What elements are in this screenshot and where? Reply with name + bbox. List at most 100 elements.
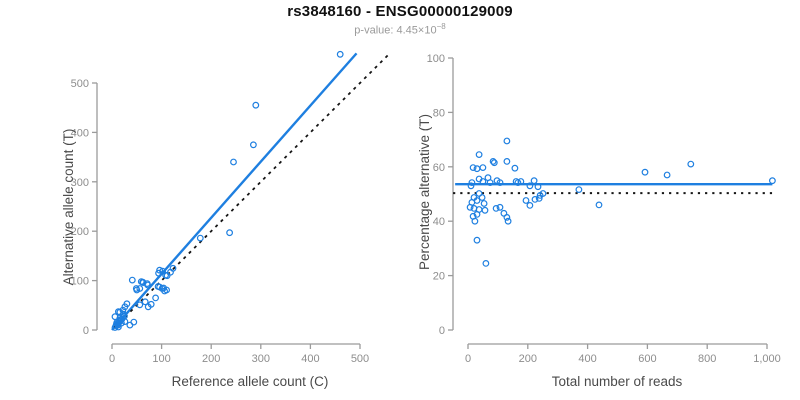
- data-point: [534, 183, 542, 191]
- data-point: [496, 203, 504, 211]
- data-point: [249, 141, 257, 149]
- x-axis-title: Total number of reads: [552, 374, 683, 389]
- data-point: [503, 213, 511, 221]
- x-tick-label: 0: [465, 353, 471, 365]
- x-tick-label: 200: [519, 353, 537, 365]
- data-point: [471, 217, 479, 225]
- data-point: [144, 303, 152, 311]
- data-point: [111, 324, 119, 331]
- y-tick-label: 400: [71, 127, 89, 139]
- data-point: [475, 151, 483, 159]
- data-point: [230, 158, 237, 166]
- data-point: [467, 182, 475, 190]
- data-point: [663, 171, 671, 179]
- y-tick-label: 80: [433, 107, 445, 119]
- data-point: [687, 160, 695, 168]
- x-tick-label: 300: [252, 353, 270, 365]
- data-point: [120, 312, 128, 320]
- data-point: [139, 279, 147, 287]
- data-point: [479, 178, 487, 185]
- y-axis-title: Alternative allele count (T): [61, 129, 76, 286]
- y-tick-label: 200: [71, 226, 89, 238]
- data-point: [196, 234, 204, 242]
- data-point: [136, 285, 144, 292]
- data-point: [121, 303, 129, 311]
- data-point: [336, 50, 344, 58]
- data-point: [126, 321, 134, 329]
- fitted-line: [111, 52, 358, 331]
- data-point: [473, 236, 481, 244]
- x-tick-label: 500: [351, 353, 369, 365]
- data-point: [226, 229, 234, 237]
- x-tick-label: 200: [202, 353, 220, 365]
- data-point: [641, 168, 649, 176]
- data-point: [503, 137, 511, 145]
- y-tick-label: 500: [71, 78, 89, 90]
- y-tick-label: 100: [71, 276, 89, 288]
- data-point: [496, 179, 504, 187]
- y-tick-label: 300: [71, 177, 89, 189]
- y-tick-label: 60: [433, 162, 445, 174]
- data-point: [469, 164, 477, 172]
- data-point: [526, 182, 534, 190]
- x-tick-label: 1,000: [753, 353, 781, 365]
- data-point: [156, 266, 164, 274]
- x-tick-label: 0: [109, 353, 115, 365]
- y-tick-label: 0: [83, 325, 89, 337]
- data-point: [466, 203, 474, 211]
- y-tick-label: 40: [433, 216, 445, 228]
- data-point: [504, 217, 512, 225]
- data-point: [154, 283, 162, 290]
- y-axis-title: Percentage alternative (T): [417, 114, 432, 270]
- x-tick-label: 600: [638, 353, 656, 365]
- data-point: [530, 177, 538, 185]
- data-point: [468, 179, 476, 187]
- pvalue-text: p-value: 4.45×10: [354, 24, 437, 37]
- data-point: [536, 191, 544, 199]
- data-point: [152, 294, 160, 302]
- pvalue-exponent: −8: [436, 22, 446, 31]
- data-point: [252, 101, 260, 109]
- data-point: [595, 201, 603, 209]
- data-point: [503, 157, 511, 165]
- data-point: [141, 298, 149, 306]
- y-tick-label: 20: [433, 271, 445, 283]
- data-point: [128, 276, 136, 284]
- x-tick-label: 800: [698, 353, 716, 365]
- figure-header: rs3848160 - ENSG00000129009 p-value: 4.4…: [0, 3, 800, 37]
- figure-title: rs3848160 - ENSG00000129009: [287, 3, 513, 20]
- data-point: [480, 200, 488, 207]
- data-point: [522, 197, 530, 204]
- y-tick-label: 0: [439, 325, 445, 337]
- data-point: [511, 164, 519, 172]
- data-point: [167, 268, 174, 276]
- allele-count-scatter: 0 100 200 300 400 500 0 100 200 300 400 500 Referenc…: [61, 50, 389, 389]
- data-point: [492, 204, 500, 212]
- data-point: [486, 179, 494, 187]
- data-point: [514, 179, 522, 187]
- data-point: [482, 260, 490, 267]
- data-point: [155, 269, 163, 277]
- data-point: [136, 301, 144, 309]
- data-point: [114, 323, 122, 331]
- y-tick-label: 100: [427, 53, 445, 65]
- data-point: [490, 159, 498, 167]
- pvalue-subtitle: p-value: 4.45×10−8: [0, 22, 800, 37]
- data-point: [531, 195, 539, 203]
- x-tick-label: 100: [152, 353, 170, 365]
- percentage-reads-scatter: 0 20 40 60 80 100 0 200 400 600 800 1,000 Total numb…: [417, 53, 781, 389]
- x-tick-label: 400: [578, 353, 596, 365]
- x-axis-title: Reference allele count (C): [172, 374, 329, 389]
- x-tick-label: 400: [301, 353, 319, 365]
- data-point: [116, 316, 124, 324]
- data-point: [535, 194, 543, 202]
- data-point: [526, 201, 534, 209]
- data-point: [473, 210, 481, 218]
- data-point: [479, 164, 487, 172]
- data-point: [769, 177, 776, 185]
- data-point: [517, 178, 525, 185]
- data-point: [575, 186, 583, 194]
- data-point: [489, 157, 497, 165]
